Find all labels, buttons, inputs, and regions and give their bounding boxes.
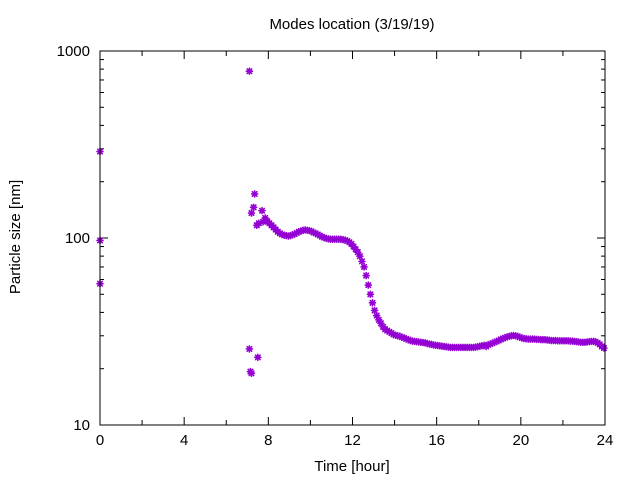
data-point [258, 206, 266, 215]
data-point [370, 306, 379, 315]
axis-ticks [99, 51, 606, 426]
chart-title: Modes location (3/19/19) [269, 16, 434, 33]
data-points [96, 67, 608, 378]
data-point [368, 299, 377, 307]
data-point [245, 345, 254, 353]
y-tick-label: 100 [65, 230, 90, 247]
data-point [600, 344, 608, 352]
x-tick-label: 0 [96, 432, 104, 449]
plot-frame [99, 50, 606, 426]
data-point [358, 257, 366, 266]
x-tick-label: 24 [597, 432, 614, 449]
x-tick-label: 20 [512, 432, 529, 449]
data-point [247, 209, 256, 217]
data-point [362, 271, 370, 280]
data-point [364, 281, 373, 289]
data-point [366, 290, 375, 299]
y-tick-label: 1000 [57, 43, 90, 60]
data-point [247, 369, 256, 378]
data-point [254, 353, 262, 362]
data-point [356, 252, 364, 260]
data-point [360, 263, 368, 271]
x-tick-label: 16 [428, 432, 445, 449]
x-tick-label: 4 [180, 432, 188, 449]
data-point [249, 203, 258, 212]
axis-tick-labels: 0 4 8 12 16 20 24 10 100 1000 [57, 43, 614, 449]
x-tick-label: 8 [264, 432, 272, 449]
x-tick-label: 12 [344, 432, 361, 449]
y-tick-label: 10 [73, 417, 90, 434]
data-point [250, 190, 259, 198]
y-axis-title: Particle size [nm] [7, 180, 24, 294]
x-axis-title: Time [hour] [314, 458, 389, 475]
data-point [245, 67, 254, 75]
